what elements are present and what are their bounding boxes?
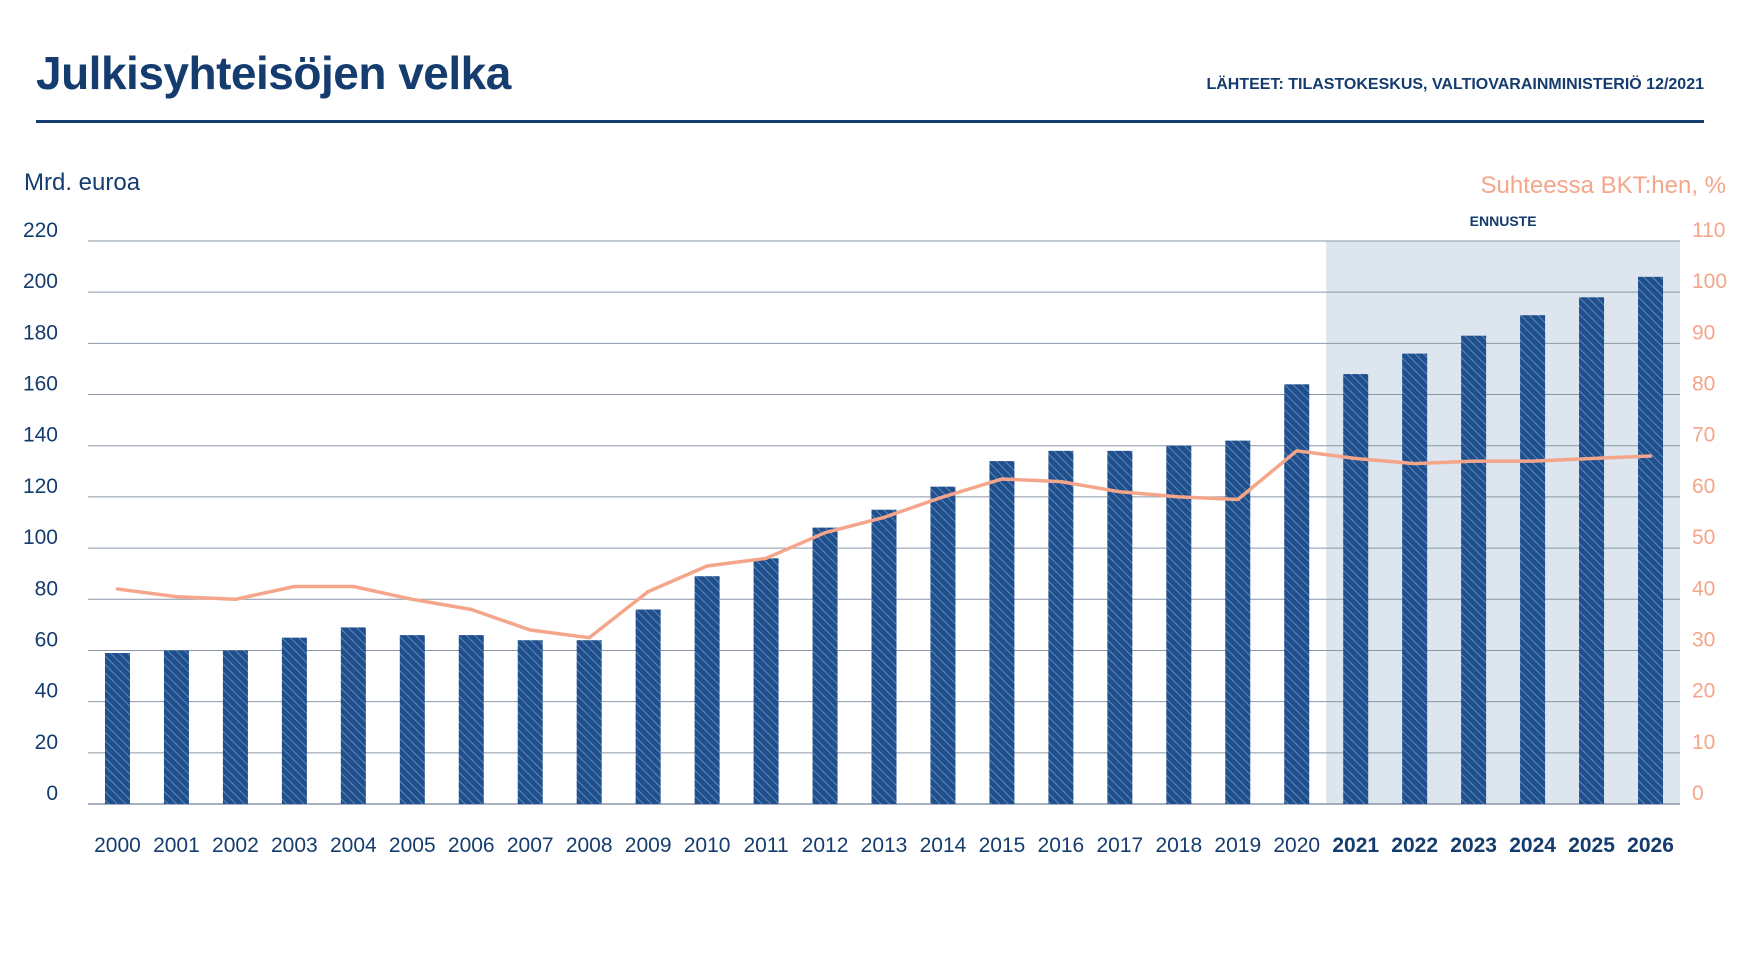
y-right-tick-label: 60 <box>1692 475 1715 498</box>
bar <box>1225 440 1251 804</box>
x-tick-label: 2018 <box>1155 834 1202 857</box>
bar <box>1343 374 1369 804</box>
x-tick-label: 2013 <box>861 834 908 857</box>
bar <box>1166 445 1192 804</box>
x-tick-label: 2023 <box>1450 834 1497 857</box>
bar <box>635 609 661 804</box>
bar <box>458 635 484 804</box>
y-right-tick-label: 80 <box>1692 373 1715 396</box>
x-tick-label: 2020 <box>1273 834 1320 857</box>
y-right-tick-label: 110 <box>1692 219 1725 242</box>
bar <box>1520 315 1546 804</box>
y-left-tick-label: 180 <box>23 321 58 344</box>
y-right-tick-label: 90 <box>1692 321 1715 344</box>
bar <box>399 635 425 804</box>
y-left-tick-label: 20 <box>35 731 58 754</box>
y-left-tick-label: 0 <box>46 782 58 805</box>
x-tick-label: 2003 <box>271 834 318 857</box>
y-right-tick-label: 20 <box>1692 680 1715 703</box>
x-tick-label: 2002 <box>212 834 259 857</box>
y-right-tick-label: 50 <box>1692 526 1715 549</box>
y-right-tick-label: 40 <box>1692 577 1715 600</box>
bar <box>576 640 602 804</box>
y-right-tick-label: 30 <box>1692 628 1715 651</box>
x-tick-label: 2009 <box>625 834 672 857</box>
bar <box>1107 450 1133 804</box>
x-tick-label: 2026 <box>1627 834 1674 857</box>
x-tick-label: 2004 <box>330 834 377 857</box>
x-tick-label: 2019 <box>1214 834 1261 857</box>
x-tick-label: 2024 <box>1509 834 1556 857</box>
x-tick-label: 2006 <box>448 834 495 857</box>
y-right-tick-label: 70 <box>1692 424 1715 447</box>
x-tick-label: 2007 <box>507 834 554 857</box>
bar <box>1402 353 1428 804</box>
x-tick-label: 2011 <box>743 834 788 857</box>
x-tick-label: 2012 <box>802 834 849 857</box>
x-tick-label: 2015 <box>979 834 1026 857</box>
bar <box>694 576 720 804</box>
y-right-tick-label: 10 <box>1692 731 1715 754</box>
bar <box>812 527 838 804</box>
y-right-tick-label: 0 <box>1692 782 1704 805</box>
bar <box>1638 276 1664 804</box>
bar <box>1284 384 1310 804</box>
y-left-tick-label: 220 <box>23 219 58 242</box>
bar <box>163 650 189 804</box>
x-tick-label: 2008 <box>566 834 613 857</box>
bar <box>871 509 897 804</box>
y-left-tick-label: 140 <box>23 424 58 447</box>
x-tick-label: 2014 <box>920 834 967 857</box>
y-left-tick-label: 200 <box>23 270 58 293</box>
y-left-tick-label: 60 <box>35 628 58 651</box>
x-tick-label: 2017 <box>1096 834 1143 857</box>
source-note: LÄHTEET: TILASTOKESKUS, VALTIOVARAINMINI… <box>1206 76 1704 93</box>
y-left-tick-label: 40 <box>35 680 58 703</box>
x-tick-label: 2010 <box>684 834 731 857</box>
y-left-axis-title: Mrd. euroa <box>24 169 141 196</box>
bar <box>222 650 248 804</box>
x-tick-label: 2005 <box>389 834 436 857</box>
x-tick-label: 2022 <box>1391 834 1438 857</box>
bar <box>1461 335 1487 804</box>
x-tick-label: 2016 <box>1038 834 1085 857</box>
y-right-tick-label: 100 <box>1692 270 1727 293</box>
x-tick-label: 2001 <box>153 834 200 857</box>
y-left-tick-label: 80 <box>35 577 58 600</box>
x-tick-label: 2021 <box>1332 834 1379 857</box>
forecast-region <box>1326 241 1680 804</box>
header-divider <box>36 120 1704 123</box>
x-tick-label: 2000 <box>94 834 141 857</box>
y-left-tick-label: 100 <box>23 526 58 549</box>
bar <box>340 627 366 804</box>
x-tick-label: 2025 <box>1568 834 1615 857</box>
bar <box>753 558 779 804</box>
y-left-tick-label: 120 <box>23 475 58 498</box>
y-left-tick-label: 160 <box>23 373 58 396</box>
gdp-ratio-line <box>115 449 1653 640</box>
bar <box>104 653 130 804</box>
page-title: Julkisyhteisöjen velka <box>36 47 511 99</box>
bar <box>1579 297 1605 804</box>
bar <box>989 461 1015 804</box>
bar <box>930 486 956 804</box>
bar <box>517 640 543 804</box>
y-right-axis-title: Suhteessa BKT:hen, % <box>1481 172 1726 199</box>
bar <box>1048 450 1074 804</box>
forecast-label: ENNUSTE <box>1470 213 1537 229</box>
bar <box>281 637 307 804</box>
